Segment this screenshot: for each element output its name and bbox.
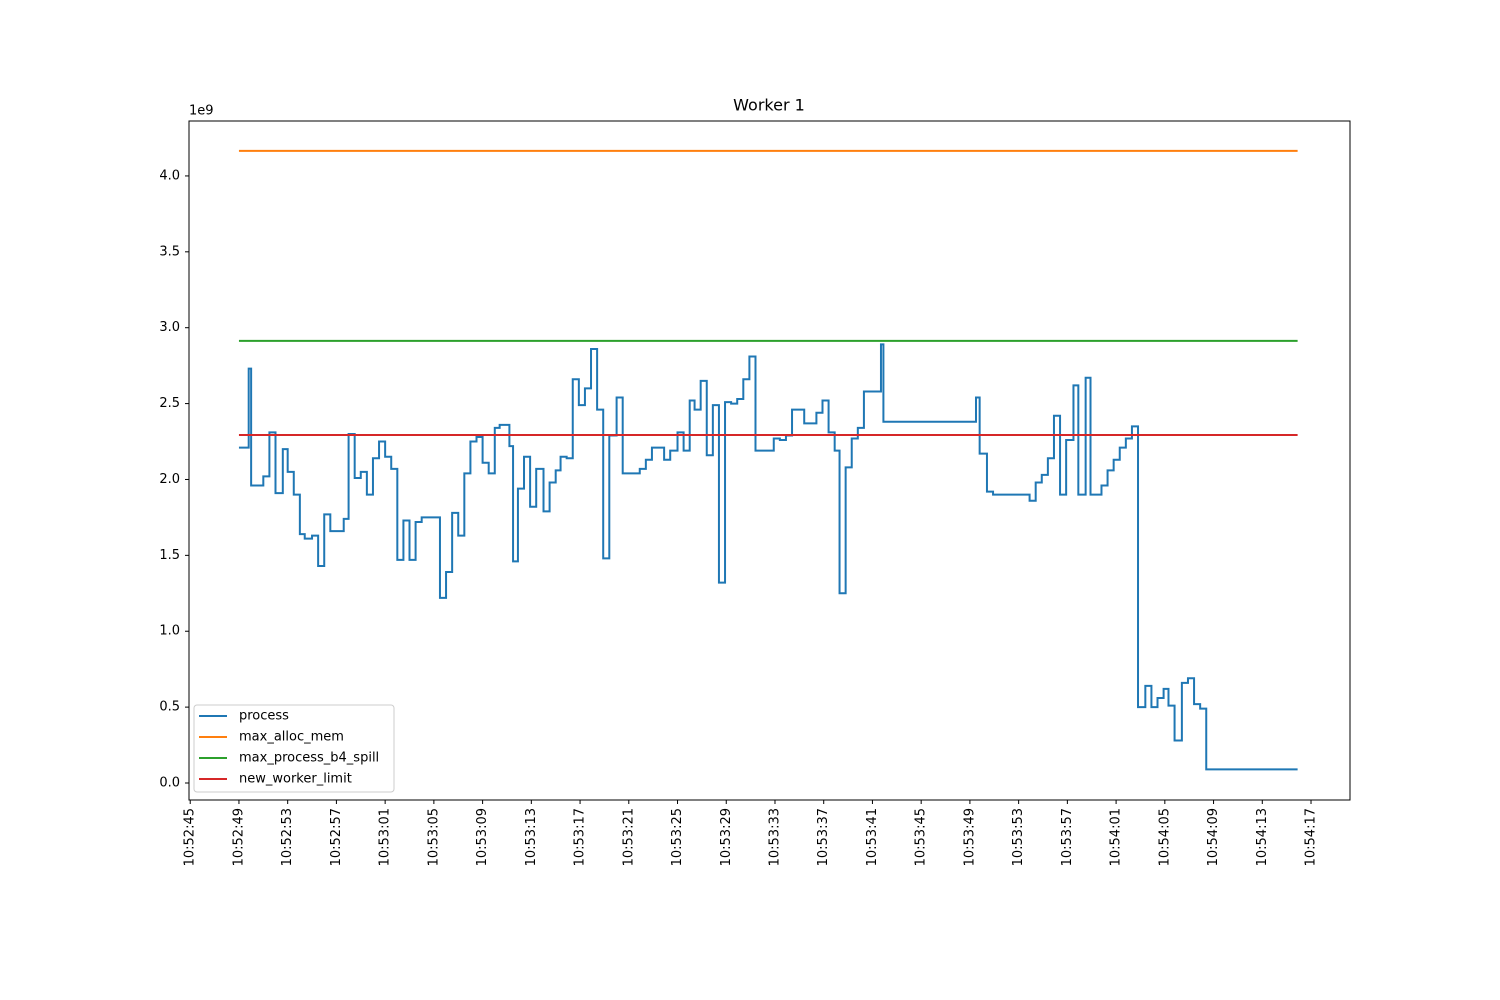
plot-frame bbox=[188, 120, 1351, 801]
x-tick-label: 10:52:45 bbox=[183, 808, 198, 866]
x-tick-label: 10:53:33 bbox=[767, 808, 782, 866]
x-tick-label: 10:53:57 bbox=[1060, 808, 1075, 866]
x-tick-label: 10:53:13 bbox=[524, 808, 539, 866]
x-tick-label: 10:53:25 bbox=[670, 808, 685, 866]
line-series bbox=[238, 343, 1298, 771]
x-tick-label: 10:53:01 bbox=[378, 808, 393, 866]
y-tick-label: 0.5 bbox=[159, 700, 180, 715]
legend: process max_alloc_mem max_process_b4_spill… bbox=[193, 704, 395, 793]
x-tick-label: 10:52:49 bbox=[231, 808, 246, 866]
y-tick-label: 3.0 bbox=[159, 320, 180, 335]
legend-label: max_process_b4_spill bbox=[239, 751, 379, 766]
x-tick-label: 10:54:09 bbox=[1206, 808, 1221, 866]
x-tick-label: 10:53:41 bbox=[865, 808, 880, 866]
x-tick-label: 10:54:13 bbox=[1255, 808, 1270, 866]
y-tick-label: 3.5 bbox=[159, 244, 180, 259]
x-tick-label: 10:54:17 bbox=[1304, 808, 1319, 866]
x-tick-label: 10:53:09 bbox=[475, 808, 490, 866]
x-tick-label: 10:52:57 bbox=[329, 808, 344, 866]
x-tick-label: 10:53:45 bbox=[914, 808, 929, 866]
x-tick-label: 10:54:01 bbox=[1109, 808, 1124, 866]
x-tick-label: 10:53:17 bbox=[573, 808, 588, 866]
legend-box bbox=[193, 704, 395, 793]
y-tick-label: 2.5 bbox=[159, 396, 180, 411]
legend-label: new_worker_limit bbox=[239, 772, 352, 787]
x-tick-label: 10:52:53 bbox=[280, 808, 295, 866]
x-tick-label: 10:53:37 bbox=[816, 808, 831, 866]
x-tick-label: 10:53:29 bbox=[719, 808, 734, 866]
y-tick-label: 4.0 bbox=[159, 168, 180, 183]
y-tick-label: 1.0 bbox=[159, 624, 180, 639]
x-tick-label: 10:53:05 bbox=[426, 808, 441, 866]
y-tick-label: 1.5 bbox=[159, 548, 180, 563]
x-tick-label: 10:53:21 bbox=[621, 808, 636, 866]
legend-label: process bbox=[239, 709, 289, 724]
x-tick-label: 10:53:53 bbox=[1011, 808, 1026, 866]
x-tick-label: 10:54:05 bbox=[1157, 808, 1172, 866]
y-tick-label: 0.0 bbox=[159, 776, 180, 791]
chart-title: Worker 1 bbox=[733, 96, 805, 115]
legend-label: max_alloc_mem bbox=[239, 730, 344, 745]
y-tick-label: 2.0 bbox=[159, 472, 180, 487]
offset-text: 1e9 bbox=[189, 104, 214, 119]
x-tick-label: 10:53:49 bbox=[962, 808, 977, 866]
